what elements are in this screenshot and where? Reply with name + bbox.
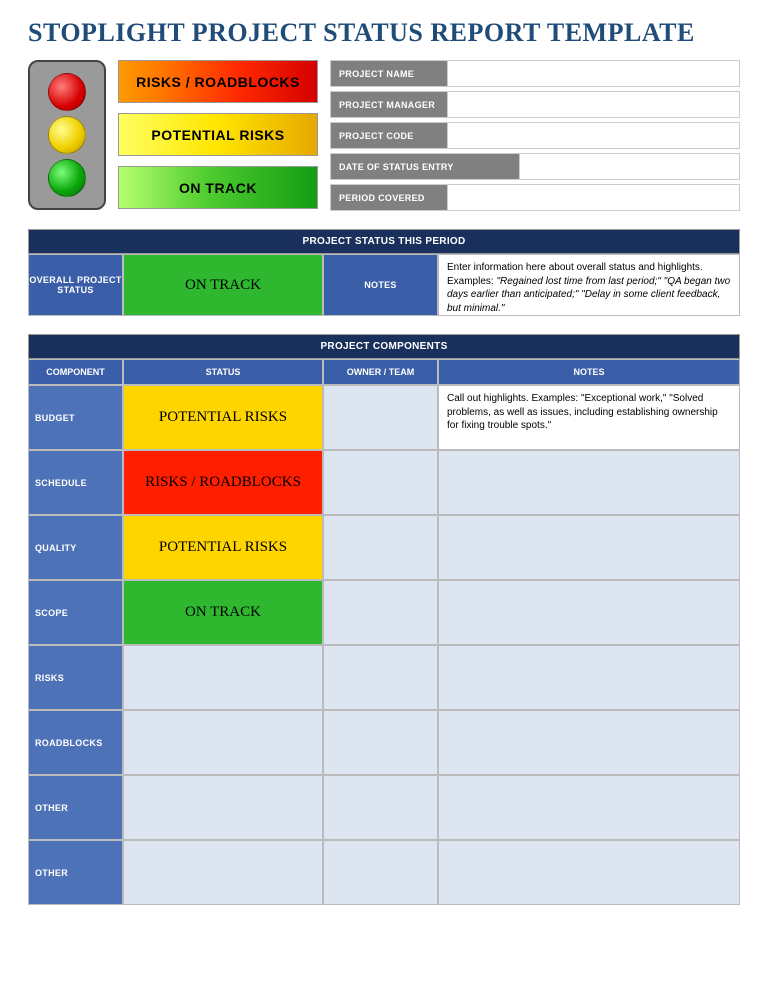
component-row: BUDGETPOTENTIAL RISKS Call out highlights…: [28, 385, 740, 450]
component-owner[interactable]: [323, 385, 438, 450]
meta-table: PROJECT NAME PROJECT MANAGER PROJECT CODE D…: [330, 60, 740, 211]
component-row: OTHER: [28, 775, 740, 840]
light-yellow-icon: [48, 116, 86, 154]
legend-potential: POTENTIAL RISKS: [118, 113, 318, 156]
overall-notes-value: Enter information here about overall sta…: [438, 254, 740, 316]
component-row: ROADBLOCKS: [28, 710, 740, 775]
component-status: [123, 840, 323, 905]
meta-value[interactable]: [448, 122, 740, 149]
light-green-icon: [48, 159, 86, 197]
meta-value[interactable]: [448, 184, 740, 211]
component-row: OTHER: [28, 840, 740, 905]
component-notes[interactable]: [438, 710, 740, 775]
components-section: PROJECT COMPONENTS COMPONENT STATUS OWNE…: [28, 334, 740, 905]
component-owner[interactable]: [323, 450, 438, 515]
component-notes[interactable]: [438, 645, 740, 710]
meta-row: PERIOD COVERED: [330, 184, 740, 211]
status-period-header: PROJECT STATUS THIS PERIOD: [28, 229, 740, 254]
component-owner[interactable]: [323, 580, 438, 645]
status-period-section: PROJECT STATUS THIS PERIOD OVERALL PROJE…: [28, 229, 740, 316]
light-red-icon: [48, 73, 86, 111]
component-notes[interactable]: [438, 515, 740, 580]
component-notes[interactable]: Call out highlights. Examples: "Exceptio…: [438, 385, 740, 450]
legend: RISKS / ROADBLOCKS POTENTIAL RISKS ON TR…: [118, 60, 318, 209]
component-name: ROADBLOCKS: [28, 710, 123, 775]
meta-row: DATE OF STATUS ENTRY: [330, 153, 740, 180]
meta-row: PROJECT CODE: [330, 122, 740, 149]
component-owner[interactable]: [323, 775, 438, 840]
component-notes[interactable]: [438, 775, 740, 840]
meta-value[interactable]: [448, 60, 740, 87]
component-status: [123, 645, 323, 710]
component-status: [123, 775, 323, 840]
meta-label: PROJECT NAME: [330, 60, 448, 87]
top-section: RISKS / ROADBLOCKS POTENTIAL RISKS ON TR…: [28, 60, 740, 211]
component-name: OTHER: [28, 775, 123, 840]
col-owner: OWNER / TEAM: [323, 359, 438, 385]
col-status: STATUS: [123, 359, 323, 385]
component-status: [123, 710, 323, 775]
col-component: COMPONENT: [28, 359, 123, 385]
legend-risks: RISKS / ROADBLOCKS: [118, 60, 318, 103]
component-status: POTENTIAL RISKS: [123, 515, 323, 580]
components-header: PROJECT COMPONENTS: [28, 334, 740, 359]
meta-value[interactable]: [448, 91, 740, 118]
meta-row: PROJECT MANAGER: [330, 91, 740, 118]
component-name: RISKS: [28, 645, 123, 710]
component-row: SCHEDULERISKS / ROADBLOCKS: [28, 450, 740, 515]
meta-label: PERIOD COVERED: [330, 184, 448, 211]
col-notes: NOTES: [438, 359, 740, 385]
page-title: STOPLIGHT PROJECT STATUS REPORT TEMPLATE: [28, 18, 740, 48]
meta-value[interactable]: [520, 153, 740, 180]
meta-label: PROJECT CODE: [330, 122, 448, 149]
component-row: QUALITYPOTENTIAL RISKS: [28, 515, 740, 580]
component-status: RISKS / ROADBLOCKS: [123, 450, 323, 515]
component-name: SCOPE: [28, 580, 123, 645]
component-notes[interactable]: [438, 450, 740, 515]
overall-status-label: OVERALL PROJECT STATUS: [28, 254, 123, 316]
component-name: OTHER: [28, 840, 123, 905]
component-row: RISKS: [28, 645, 740, 710]
component-name: QUALITY: [28, 515, 123, 580]
component-notes[interactable]: [438, 840, 740, 905]
component-name: SCHEDULE: [28, 450, 123, 515]
component-owner[interactable]: [323, 840, 438, 905]
component-name: BUDGET: [28, 385, 123, 450]
component-notes[interactable]: [438, 580, 740, 645]
meta-label: DATE OF STATUS ENTRY: [330, 153, 520, 180]
component-owner[interactable]: [323, 645, 438, 710]
legend-ontrack: ON TRACK: [118, 166, 318, 209]
meta-row: PROJECT NAME: [330, 60, 740, 87]
overall-status-value: ON TRACK: [123, 254, 323, 316]
meta-label: PROJECT MANAGER: [330, 91, 448, 118]
components-header-row: COMPONENT STATUS OWNER / TEAM NOTES: [28, 359, 740, 385]
component-owner[interactable]: [323, 515, 438, 580]
component-row: SCOPEON TRACK: [28, 580, 740, 645]
component-status: POTENTIAL RISKS: [123, 385, 323, 450]
overall-notes-label: NOTES: [323, 254, 438, 316]
component-status: ON TRACK: [123, 580, 323, 645]
stoplight-icon: [28, 60, 106, 210]
component-owner[interactable]: [323, 710, 438, 775]
